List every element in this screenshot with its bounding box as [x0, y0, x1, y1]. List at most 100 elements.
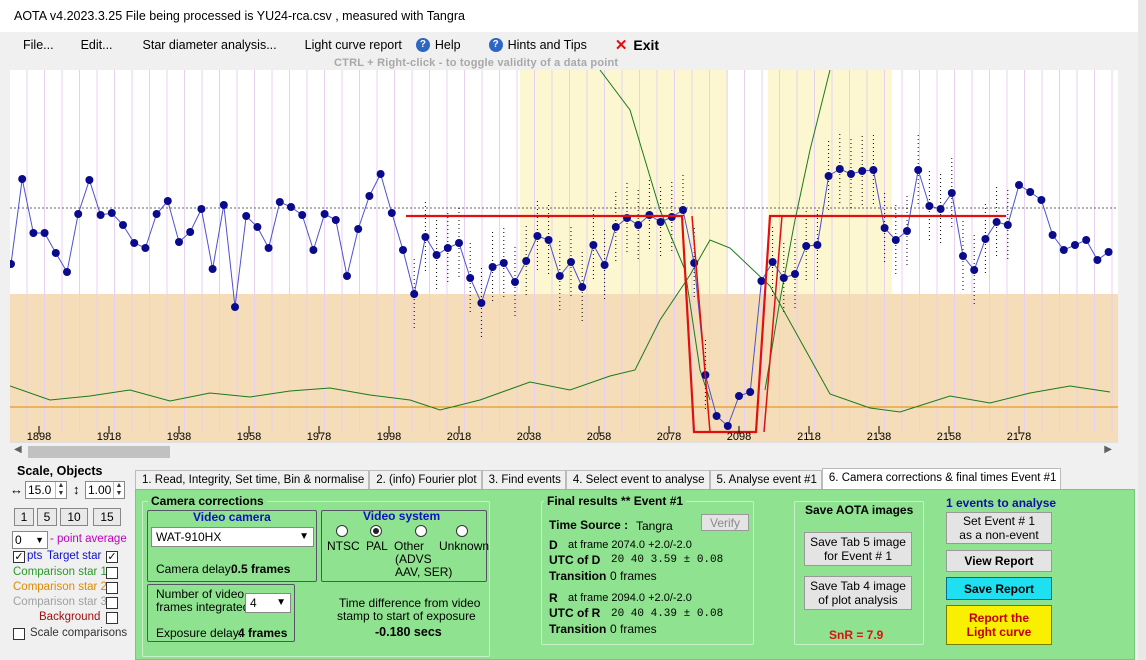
verify-button[interactable]: Verify: [701, 514, 749, 531]
data-point: [970, 266, 979, 274]
tab-analyse-event[interactable]: 5. Analyse event #1: [709, 470, 822, 490]
window-title: AOTA v4.2023.3.25 File being processed i…: [14, 9, 465, 23]
scale-button-10[interactable]: 10: [60, 508, 88, 526]
d-frame-value: at frame 2074.0 +2.0/-2.0: [568, 539, 692, 551]
x-tick-label: 1898: [27, 431, 51, 442]
data-point: [656, 218, 665, 226]
video-system-title: Video system: [363, 509, 441, 523]
scale-button-5[interactable]: 5: [37, 508, 57, 526]
data-point: [466, 274, 475, 282]
camera-model-select[interactable]: WAT-910HX ▼: [151, 527, 314, 547]
tab-select-event[interactable]: 4. Select event to analyse: [565, 470, 710, 490]
data-point: [298, 211, 307, 219]
data-point: [10, 260, 15, 268]
data-point: [791, 270, 799, 278]
scale-spinner-2[interactable]: 1.00 ▲ ▼: [85, 481, 125, 499]
scale-spinner[interactable]: 15.0 ▲ ▼: [25, 481, 67, 499]
plot-canvas[interactable]: 1898 1918 1938 1958 1978 1998 2018 2038 2058 2078…: [10, 70, 1118, 442]
scroll-left-icon[interactable]: ◀: [14, 444, 22, 455]
data-point: [443, 244, 452, 252]
comp1-label: Comparison star 1: [13, 566, 107, 578]
close-icon: ✕: [614, 37, 628, 54]
menu-hints[interactable]: ? Hints and Tips: [488, 38, 587, 52]
pts-checkbox[interactable]: ✓: [13, 551, 25, 563]
x-tick-label: 2118: [797, 431, 821, 442]
scale-button-15[interactable]: 15: [93, 508, 121, 526]
transition-r-label: Transition: [549, 622, 607, 636]
tab-camera-corrections[interactable]: 6. Camera corrections & final times Even…: [821, 468, 1062, 490]
frames-integrated-label-2: frames integrated: [156, 600, 250, 614]
time-diff-value: -0.180 secs: [375, 625, 442, 639]
background-checkbox[interactable]: [106, 612, 118, 624]
scale-button-1[interactable]: 1: [14, 508, 34, 526]
data-point: [208, 265, 217, 273]
menu-light-curve-report[interactable]: Light curve report: [304, 38, 402, 52]
data-point: [309, 246, 318, 254]
save-tab5-button[interactable]: Save Tab 5 image for Event # 1: [804, 532, 912, 566]
view-report-button[interactable]: View Report: [946, 550, 1052, 572]
tab-find-events[interactable]: 3. Find events: [481, 470, 566, 490]
other-radio[interactable]: [415, 525, 427, 537]
data-point: [253, 223, 262, 231]
spin-arrows-icon[interactable]: ▲ ▼: [113, 482, 124, 498]
scale-value-2: 1.00: [88, 483, 112, 497]
target-star-checkbox[interactable]: ✓: [106, 551, 118, 563]
plot-horizontal-scrollbar[interactable]: ◀ ▶: [10, 442, 1118, 460]
save-tab4-line2: of plot analysis: [818, 593, 898, 607]
comp2-checkbox[interactable]: [106, 582, 118, 594]
data-point: [723, 422, 732, 430]
data-points[interactable]: [10, 165, 1113, 430]
menu-file[interactable]: File...: [23, 38, 54, 52]
unknown-radio[interactable]: [456, 525, 468, 537]
data-point: [432, 251, 441, 259]
tab-fourier[interactable]: 2. (info) Fourier plot: [369, 470, 482, 490]
data-point: [152, 210, 161, 218]
blank-zone-right: [892, 70, 1008, 294]
help-icon: ?: [415, 38, 430, 52]
spin-arrows-icon[interactable]: ▲ ▼: [55, 482, 66, 498]
save-report-button[interactable]: Save Report: [946, 577, 1052, 600]
menu-edit[interactable]: Edit...: [80, 38, 113, 52]
save-tab4-button[interactable]: Save Tab 4 image of plot analysis: [804, 576, 912, 610]
chevron-down-icon: ▼: [299, 531, 309, 542]
data-point: [1071, 241, 1079, 249]
point-average-select[interactable]: 0 ▼: [12, 531, 48, 549]
pal-radio[interactable]: [370, 525, 382, 537]
scroll-right-icon[interactable]: ▶: [1104, 444, 1112, 455]
frames-integrated-select[interactable]: 4 ▼: [245, 593, 291, 613]
scale-objects-heading: Scale, Objects: [17, 464, 103, 478]
tab-read[interactable]: 1. Read, Integrity, Set time, Bin & norm…: [135, 470, 370, 490]
data-point: [29, 229, 38, 237]
x-tick-label: 1978: [307, 431, 331, 442]
comp1-checkbox[interactable]: [106, 567, 118, 579]
d-bound-line: [691, 215, 711, 433]
frames-integrated-group: [147, 584, 295, 642]
ntsc-label: NTSC: [327, 539, 360, 553]
data-point: [567, 258, 575, 266]
menu-exit[interactable]: ✕ Exit: [615, 36, 659, 54]
menu-star-diameter[interactable]: Star diameter analysis...: [142, 38, 277, 52]
data-point: [175, 238, 183, 246]
data-point: [835, 165, 844, 173]
exposure-delay-label: Exposure delay:: [156, 626, 243, 640]
scale-comparisons-label: Scale comparisons: [30, 627, 128, 639]
scroll-thumb[interactable]: [28, 446, 170, 458]
scale-arrows-icon: ↔: [10, 482, 23, 497]
scale-comparisons-checkbox[interactable]: [13, 628, 25, 640]
data-point: [387, 209, 396, 217]
background-band: [10, 294, 1118, 442]
x-tick-label: 1958: [237, 431, 261, 442]
data-point: [858, 167, 867, 175]
data-point: [511, 278, 519, 286]
data-point: [63, 268, 71, 276]
data-point: [40, 229, 49, 237]
light-curve-plot[interactable]: 1898 1918 1938 1958 1978 1998 2018 2038 2058 2078…: [10, 70, 1118, 442]
comp3-checkbox[interactable]: [106, 597, 118, 609]
report-light-curve-button[interactable]: Report the Light curve: [946, 605, 1052, 645]
blank-zone-mid: [728, 70, 768, 294]
x-axis-ticks: 1898 1918 1938 1958 1978 1998 2018 2038 2058 2078…: [27, 426, 1031, 442]
data-point: [74, 210, 83, 218]
set-non-event-button[interactable]: Set Event # 1 as a non-event: [946, 512, 1052, 544]
menu-help[interactable]: ? Help: [415, 38, 461, 52]
ntsc-radio[interactable]: [336, 525, 348, 537]
